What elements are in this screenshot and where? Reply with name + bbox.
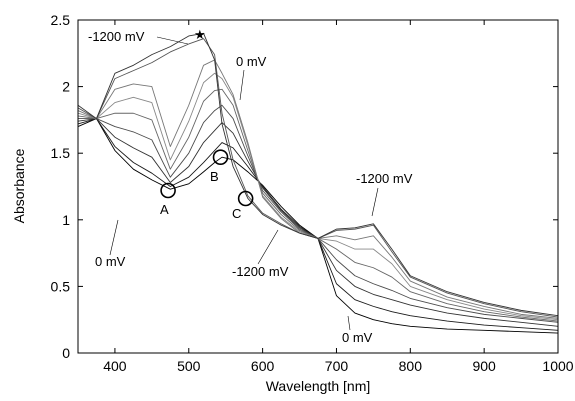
annotation-top-0mv: 0 mV [236, 54, 267, 69]
y-tick-label: 0.5 [51, 278, 71, 294]
y-tick-label: 2 [62, 79, 70, 95]
x-tick-label: 500 [177, 358, 201, 374]
label-point-c: C [232, 206, 241, 221]
spectrum-line-8 [77, 38, 559, 318]
annotation-left-0mv: 0 mV [95, 254, 126, 269]
ticks-layer: 400 500 600 700 800 900 1000 0 0.5 1 1.5 2 2.5 [51, 12, 574, 374]
annotation-star: ★ [194, 27, 206, 42]
spectrum-line-4 [78, 104, 559, 323]
annotation-bottom-0mv: 0 mV [342, 330, 373, 345]
leader-top-0mv [239, 69, 245, 101]
annotations: -1200 mV ★ 0 mV 0 mV -1200 mV -1200 mV 0… [88, 27, 413, 345]
spectrum-line-9 [77, 32, 559, 317]
leader-bottom-0mv [347, 315, 351, 331]
spectrum-line-6 [77, 72, 559, 321]
y-tick-label: 2.5 [51, 12, 71, 28]
leader-right-neg-1200 [371, 187, 379, 217]
plot-layer [77, 32, 559, 334]
y-axis-label: Absorbance [11, 148, 27, 223]
spectrum-line-3 [77, 118, 559, 327]
annotation-top-neg-1200: -1200 mV [88, 29, 145, 44]
annotation-right-neg-1200: -1200 mV [356, 171, 413, 186]
spectrum-line-5 [77, 88, 559, 322]
plot-frame [77, 19, 559, 354]
y-tick-label: 1.5 [51, 145, 71, 161]
annotation-mid-neg-1200: -1200 mV [232, 264, 289, 279]
spectrum-line-1 [77, 118, 559, 334]
spectrum-line-2 [77, 118, 559, 331]
label-point-a: A [160, 202, 169, 217]
x-tick-label: 800 [399, 358, 423, 374]
y-tick-label: 0 [62, 345, 70, 361]
leader-mid-neg-1200 [257, 229, 279, 265]
x-tick-label: 400 [103, 358, 127, 374]
x-tick-label: 600 [251, 358, 275, 374]
x-tick-label: 700 [325, 358, 349, 374]
y-tick-label: 1 [62, 212, 70, 228]
x-axis-label: Wavelength [nm] [266, 378, 371, 394]
x-tick-label: 900 [472, 358, 496, 374]
leader-top-neg-1200 [156, 36, 189, 45]
isosbestic-circle-a [160, 182, 176, 199]
label-point-b: B [210, 169, 219, 184]
isosbestic-circle-b [212, 149, 229, 165]
x-tick-label: 1000 [542, 358, 573, 374]
leader-left-0mv [109, 219, 119, 256]
isosbestic-circle-c [237, 190, 254, 207]
spectrum-line-7 [77, 59, 559, 319]
